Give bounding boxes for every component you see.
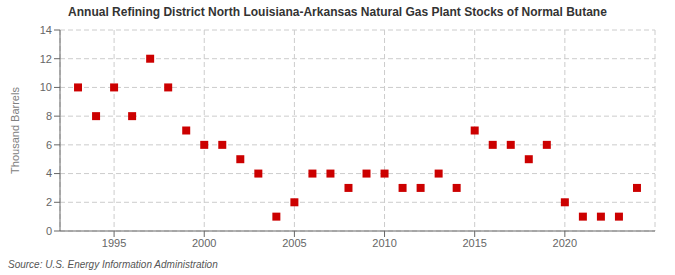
svg-text:10: 10 bbox=[40, 81, 52, 93]
html-text:Annual Refining District North: Annual Refining District North Louisiana… bbox=[68, 5, 607, 19]
svg-text:2: 2 bbox=[46, 196, 52, 208]
svg-text:12: 12 bbox=[40, 53, 52, 65]
svg-text:2020: 2020 bbox=[553, 237, 577, 249]
svg-text:6: 6 bbox=[46, 139, 52, 151]
html-text:Source: U.S. Energy Informatio: Source: U.S. Energy Information Administ… bbox=[8, 259, 218, 270]
svg-text:2010: 2010 bbox=[372, 237, 396, 249]
svg-text:2000: 2000 bbox=[192, 237, 216, 249]
svg-text:14: 14 bbox=[40, 24, 52, 36]
svg-text:2005: 2005 bbox=[282, 237, 306, 249]
svg-text:4: 4 bbox=[46, 167, 52, 179]
svg-text:1995: 1995 bbox=[102, 237, 126, 249]
svg-text:0: 0 bbox=[46, 225, 52, 237]
svg-text:Thousand Barrels: Thousand Barrels bbox=[9, 87, 21, 174]
svg-text:8: 8 bbox=[46, 110, 52, 122]
svg-text:2015: 2015 bbox=[462, 237, 486, 249]
